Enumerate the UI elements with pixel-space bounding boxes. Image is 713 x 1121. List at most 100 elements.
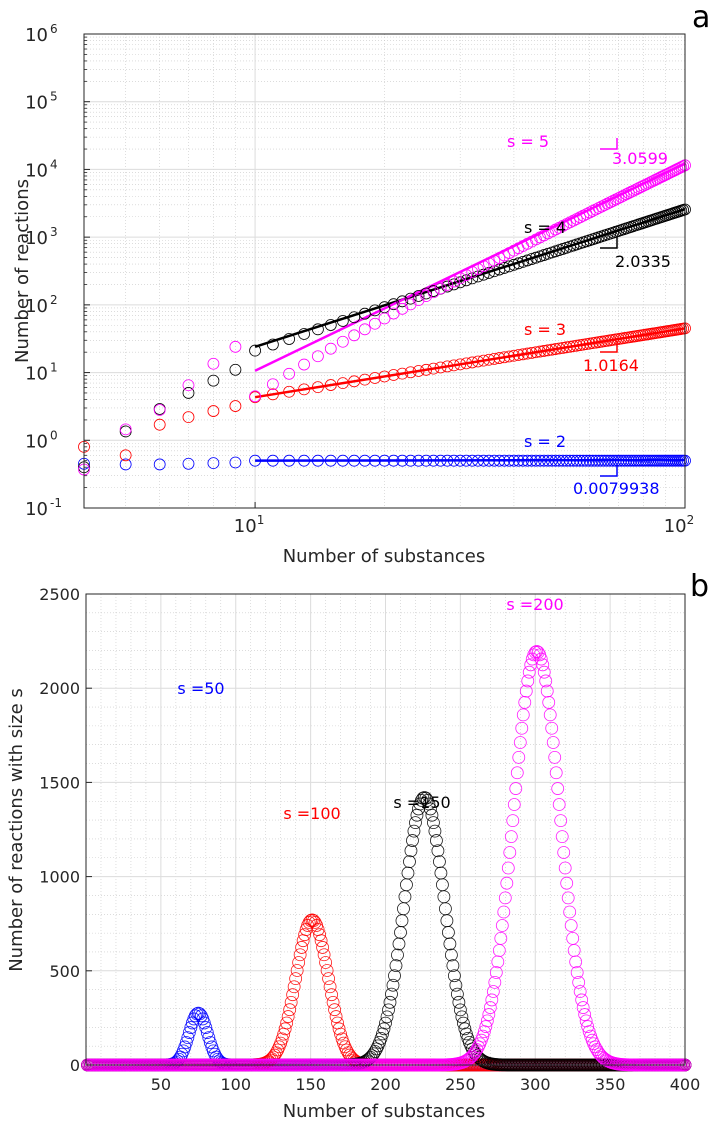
data-point [570,454,583,467]
data-point [483,454,495,467]
y-tick-exponent: 1 [50,361,58,375]
data-point [500,876,514,890]
data-point [449,978,463,992]
data-point [153,458,166,471]
data-point [598,199,611,211]
data-point [572,976,586,989]
data-point [564,340,576,353]
data-point [488,976,502,989]
data-point [365,1049,379,1063]
data-point [569,955,583,969]
y-tick-exponent: 4 [50,157,58,171]
data-point [574,339,586,352]
data-point [314,934,328,948]
data-point [574,454,586,467]
data-point [431,844,445,858]
data-point [336,377,349,390]
data-point [607,195,619,207]
data-point [428,824,442,838]
data-point [420,290,433,302]
data-point [266,338,279,351]
data-point [512,257,525,270]
x-tick-label: 350 [595,1075,626,1094]
data-point [567,340,580,353]
data-point [534,345,546,358]
data-point [447,359,460,372]
y-tick-label: 10 [25,296,48,317]
data-point [427,362,440,375]
data-point [412,365,425,377]
data-point [322,972,335,986]
data-point [385,987,398,1001]
data-point [521,454,534,467]
series-label: s = 3 [524,320,566,339]
data-point [578,1008,592,1021]
data-point [554,814,568,828]
data-point [369,317,381,330]
data-point [480,1014,494,1028]
data-point [549,766,563,780]
data-point [379,1016,392,1030]
slope-bracket [600,237,618,249]
y-tick-exponent: 0 [50,428,58,442]
data-point [458,1022,472,1036]
data-point [388,969,401,983]
data-point [560,341,573,354]
data-point [323,980,337,994]
data-point [512,454,525,467]
data-point [513,736,527,749]
data-point [530,454,542,467]
data-point [560,454,573,467]
data-point [386,978,400,992]
data-point [493,352,506,364]
data-point [460,454,473,467]
panel-b-y-axis-label: Number of reactions with size s [6,688,27,972]
slope-label: 1.0164 [583,356,639,375]
data-point [589,454,602,467]
y-tick-label: 2500 [39,585,80,604]
data-point [467,1047,481,1061]
data-point [433,855,446,869]
data-point [507,798,521,811]
data-point [182,387,195,399]
data-point [396,454,409,467]
data-point [482,1008,496,1021]
data-point [286,988,300,1002]
y-tick-exponent: 6 [50,22,58,36]
series-label: s = 2 [524,432,566,451]
y-tick-label: 500 [49,962,80,981]
data-point [632,454,645,467]
data-point [419,791,433,805]
slope-label: 3.0599 [612,149,668,168]
data-point [447,969,461,983]
x-tick-label: 150 [295,1075,326,1094]
data-point [548,750,562,764]
y-tick-label: 2000 [39,679,80,698]
data-point [387,369,400,381]
data-point [557,454,569,467]
data-point [485,993,499,1007]
data-point [586,454,599,467]
data-point [456,1016,470,1030]
data-point [308,915,322,929]
data-point [317,948,331,962]
data-point [275,1032,289,1046]
panel-b-label: b [690,569,709,604]
data-point [278,1022,292,1036]
data-point [184,1021,198,1034]
data-point [447,278,460,291]
data-point [577,454,590,467]
x-tick-label: 200 [370,1075,401,1094]
panel-b-minor-grid [86,594,685,1065]
data-point [570,339,583,352]
data-point [444,948,458,962]
series-label: s =50 [177,679,224,698]
data-point [460,269,473,281]
data-point [358,454,371,467]
data-point [283,333,296,345]
data-point [503,454,516,467]
data-point [592,454,605,467]
data-point [271,1043,285,1057]
data-point [295,941,309,954]
